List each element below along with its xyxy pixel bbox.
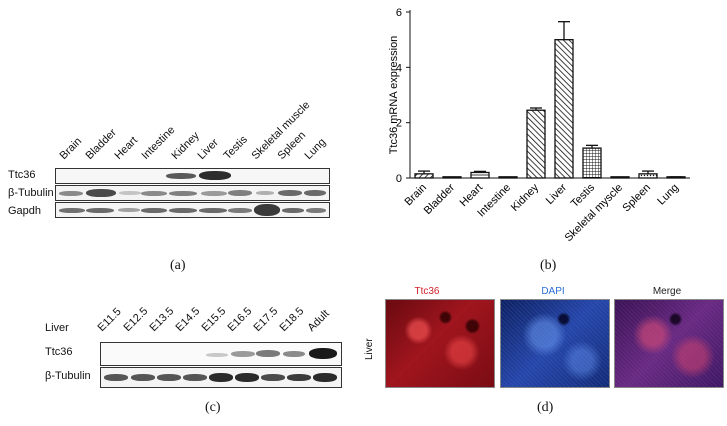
blot-a-lane-label: Heart [112, 134, 141, 162]
blot-c-lane-label: Adult [305, 307, 332, 334]
blot-c-lane-label: E15.5 [199, 305, 229, 334]
blot-a-lane-label: Lung [302, 136, 329, 162]
blot-c-lane-label: E12.5 [121, 305, 151, 334]
blot-c-row-label-ttc36: Ttc36 [45, 346, 73, 358]
blot-a-lane-label: Bladder [83, 126, 119, 162]
chart-bar [470, 171, 490, 179]
ihc-image-dapi [500, 299, 610, 388]
chart-bar [610, 176, 630, 179]
blot-a-row-label-ttc36: Ttc36 [8, 169, 36, 181]
chart-y-tick-label: 0 [396, 173, 402, 185]
ihc-title-dapi: DAPI [541, 286, 565, 297]
blot-c-lane-label: E11.5 [95, 305, 124, 334]
blot-c-row-label-tubulin: β-Tubulin [45, 370, 91, 382]
caption-b: (b) [540, 258, 557, 273]
blot-c-lane-label: E18.5 [277, 305, 307, 334]
caption-c: (c) [205, 400, 221, 415]
caption-a: (a) [170, 258, 186, 273]
blot-a-gapdh-strip [55, 202, 330, 218]
chart-bar [526, 109, 546, 179]
chart-bar [554, 39, 574, 179]
chart-x-tick-label: Lung [655, 182, 681, 208]
blot-a-ttc36-strip [55, 168, 330, 184]
chart-bar [442, 176, 462, 179]
chart-bar [638, 173, 658, 179]
blot-a-lane-label: Testis [221, 133, 250, 162]
ihc-image-merge [614, 299, 724, 388]
ihc-title-ttc36: Ttc36 [414, 286, 440, 297]
blot-c-ttc36-strip [100, 342, 342, 366]
chart-y-tick-label: 2 [396, 118, 402, 130]
blot-c-tubulin-strip [100, 367, 342, 388]
ihc-image-ttc36 [385, 299, 495, 388]
blot-a-lane-label: Brain [57, 135, 85, 162]
chart-y-tick-label: 6 [396, 7, 402, 19]
chart-y-tick-label: 4 [396, 62, 402, 74]
blot-c-tissue-label: Liver [45, 322, 69, 334]
blot-a-tubulin-strip [55, 185, 330, 201]
blot-c-lane-label: E14.5 [173, 305, 203, 334]
chart-x-tick-label: Liver [544, 181, 570, 207]
blot-c-lane-label: E13.5 [147, 305, 177, 334]
blot-c-lane-label: E16.5 [225, 305, 255, 334]
blot-a-row-label-tubulin: β-Tubulin [8, 187, 54, 199]
ihc-row-label-liver: Liver [364, 338, 375, 360]
chart-x-tick-label: Kidney [509, 181, 542, 214]
caption-d: (d) [537, 400, 554, 415]
chart-x-tick-label: Spleen [620, 182, 653, 215]
chart-bar [582, 147, 602, 179]
ihc-title-merge: Merge [652, 286, 682, 297]
chart-bar [414, 173, 434, 179]
chart-x-tick-label: Bladder [422, 181, 458, 217]
blot-c-lane-label: E17.5 [251, 305, 281, 334]
chart-y-axis-label: Ttc36 mRNA expression [388, 36, 400, 155]
blot-a-row-label-gapdh: Gapdh [8, 205, 42, 217]
